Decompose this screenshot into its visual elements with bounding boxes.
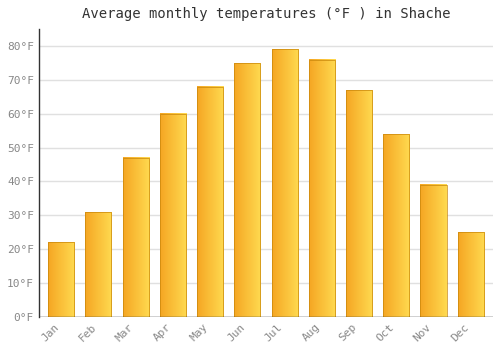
Title: Average monthly temperatures (°F ) in Shache: Average monthly temperatures (°F ) in Sh… (82, 7, 450, 21)
